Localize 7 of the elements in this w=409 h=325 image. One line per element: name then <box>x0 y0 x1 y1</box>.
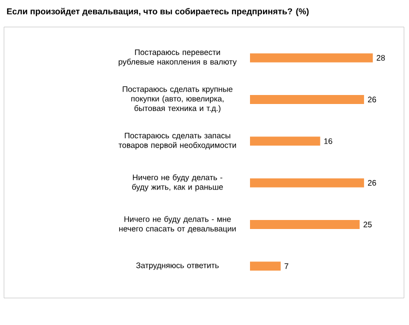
bar <box>250 220 360 230</box>
text: Если произойдет девальвация, что вы собираетесь предпринять? (%) <box>7 8 309 16</box>
bar <box>250 53 373 62</box>
bar <box>250 178 364 188</box>
bar <box>250 95 364 104</box>
bar <box>250 136 320 146</box>
bar <box>250 262 281 271</box>
